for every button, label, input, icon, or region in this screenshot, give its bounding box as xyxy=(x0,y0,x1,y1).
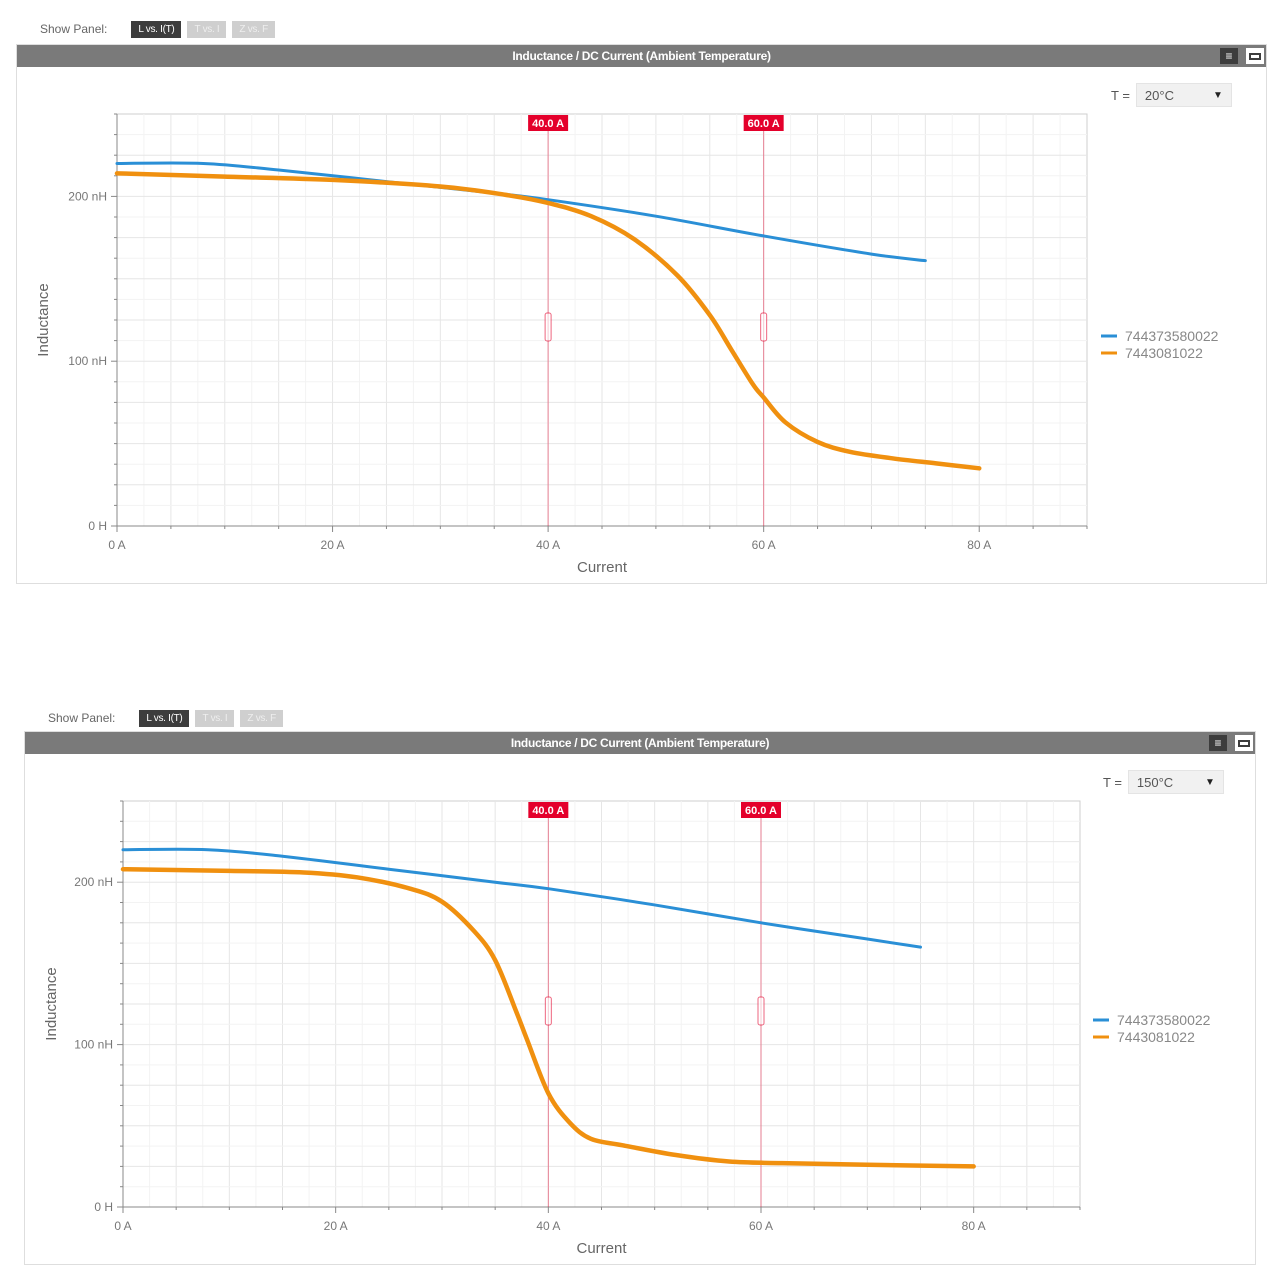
tab-l-vs-i[interactable]: L vs. I(T) xyxy=(131,20,182,38)
temperature-select[interactable]: 150°C ▼ xyxy=(1127,770,1224,794)
marker-handle[interactable] xyxy=(544,312,552,342)
marker-label-bg xyxy=(528,115,569,131)
y-axis-title: Inductance xyxy=(35,283,52,356)
tab-t-vs-i[interactable]: T vs. I xyxy=(195,709,235,727)
x-axis-title: Current xyxy=(577,559,628,576)
marker-handle[interactable] xyxy=(760,312,768,342)
inductance-chart: 0 A 20 A 40 A 60 A 80 A 0 H 100 nH 200 nH Curren… xyxy=(35,113,1219,576)
hamburger-icon[interactable]: ≡ xyxy=(1220,48,1238,64)
x-tick-label: 20 A xyxy=(324,1219,348,1233)
legend-item-label[interactable]: 7443081022 xyxy=(1125,345,1203,361)
maximize-icon[interactable] xyxy=(1235,735,1253,751)
legend-item-label[interactable]: 7443081022 xyxy=(1117,1029,1195,1045)
show-panel-label: Show Panel: xyxy=(48,711,116,725)
dropdown-arrow-icon: ▼ xyxy=(1205,776,1215,788)
x-tick-label: 0 A xyxy=(108,538,125,552)
tab-z-vs-f[interactable]: Z vs. F xyxy=(240,709,283,727)
show-panel-row: Show Panel: L vs. I(T) T vs. I Z vs. F xyxy=(48,709,289,727)
marker-label: 60.0 A xyxy=(745,805,777,817)
marker-label: 40.0 A xyxy=(532,805,564,817)
y-tick-label: 0 H xyxy=(88,519,107,533)
hamburger-icon[interactable]: ≡ xyxy=(1209,735,1227,751)
x-tick-label: 40 A xyxy=(536,538,560,552)
maximize-icon[interactable] xyxy=(1246,48,1264,64)
marker-handle[interactable] xyxy=(544,996,552,1026)
marker-label-bg xyxy=(743,115,784,131)
tab-l-vs-i[interactable]: L vs. I(T) xyxy=(139,709,190,727)
temperature-value: 150°C xyxy=(1136,774,1174,790)
x-axis-title: Current xyxy=(576,1240,627,1257)
x-tick-label: 20 A xyxy=(321,538,345,552)
marker-label-bg xyxy=(741,802,781,818)
x-tick-label: 80 A xyxy=(967,538,991,552)
marker-label-bg xyxy=(528,802,569,818)
series-line-7443081022 xyxy=(120,866,976,1169)
y-tick-label: 100 nH xyxy=(68,354,107,368)
x-tick-label: 40 A xyxy=(536,1219,560,1233)
inductance-chart: 0 A 20 A 40 A 60 A 80 A 0 H 100 nH 200 nH Curren… xyxy=(43,800,1211,1257)
x-tick-label: 80 A xyxy=(962,1219,986,1233)
grid xyxy=(123,801,1080,1207)
show-panel-row: Show Panel: L vs. I(T) T vs. I Z vs. F xyxy=(40,20,281,38)
temperature-row: T = 150°C ▼ xyxy=(1103,770,1224,794)
dropdown-arrow-icon: ▼ xyxy=(1213,89,1223,101)
temperature-label: T = xyxy=(1103,774,1122,790)
panel-title: Inductance / DC Current (Ambient Tempera… xyxy=(17,45,1266,67)
marker-label: 40.0 A xyxy=(532,118,564,130)
show-panel-label: Show Panel: xyxy=(40,22,108,36)
temperature-label: T = xyxy=(1111,87,1130,103)
tab-t-vs-i[interactable]: T vs. I xyxy=(187,20,227,38)
tab-z-vs-f[interactable]: Z vs. F xyxy=(232,20,275,38)
legend-item-label[interactable]: 744373580022 xyxy=(1117,1012,1211,1028)
panel-title: Inductance / DC Current (Ambient Tempera… xyxy=(25,732,1255,754)
y-tick-label: 200 nH xyxy=(68,189,107,203)
temperature-value: 20°C xyxy=(1144,87,1174,103)
series-line-744373580022 xyxy=(121,847,922,949)
y-tick-label: 100 nH xyxy=(74,1038,113,1052)
y-axis-title: Inductance xyxy=(43,967,60,1040)
y-tick-label: 200 nH xyxy=(74,875,113,889)
chart-panel-2: Inductance / DC Current (Ambient Tempera… xyxy=(24,731,1256,1265)
chart-panel-1: Inductance / DC Current (Ambient Tempera… xyxy=(16,44,1267,584)
legend-item-label[interactable]: 744373580022 xyxy=(1125,328,1219,344)
marker-label: 60.0 A xyxy=(748,118,780,130)
x-tick-label: 0 A xyxy=(114,1219,131,1233)
y-tick-label: 0 H xyxy=(94,1200,113,1214)
marker-handle[interactable] xyxy=(757,996,765,1026)
grid xyxy=(117,114,1087,526)
x-tick-label: 60 A xyxy=(749,1219,773,1233)
temperature-row: T = 20°C ▼ xyxy=(1111,83,1232,107)
series-line-7443081022 xyxy=(114,171,982,471)
temperature-select[interactable]: 20°C ▼ xyxy=(1135,83,1232,107)
x-tick-label: 60 A xyxy=(752,538,776,552)
